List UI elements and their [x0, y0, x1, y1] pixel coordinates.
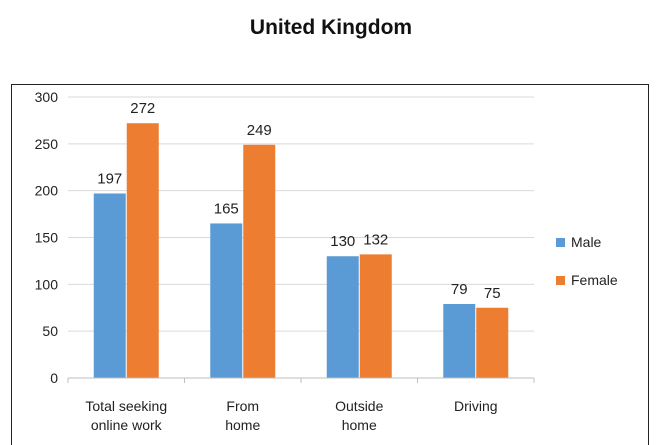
x-category-label: online work [91, 417, 163, 433]
y-tick-label: 250 [35, 136, 59, 152]
legend-swatch-female [556, 276, 565, 285]
data-label: 75 [484, 285, 501, 302]
bar-male [210, 223, 243, 378]
x-axis: Total seeking online work From home Outside h… [67, 377, 535, 433]
y-tick-label: 300 [35, 89, 59, 105]
data-label: 197 [97, 170, 122, 187]
chart-frame [11, 84, 649, 445]
x-category-label: Driving [454, 398, 498, 414]
y-tick-label: 150 [35, 230, 59, 246]
data-label: 130 [330, 233, 355, 250]
chart-title: United Kingdom [249, 16, 413, 39]
bar-female [243, 144, 276, 378]
x-category-label: home [342, 417, 377, 433]
x-category-label: Outside [335, 398, 383, 414]
data-label: 272 [130, 100, 155, 117]
x-category-label: From [226, 398, 259, 414]
data-label: 165 [214, 200, 239, 217]
data-label: 79 [451, 281, 468, 298]
y-axis: 0 50 100 150 200 250 300 [35, 89, 59, 386]
data-label: 132 [363, 231, 388, 248]
bar-male [326, 256, 359, 378]
bar-male [443, 304, 476, 378]
x-category-label: Total seeking [85, 398, 167, 414]
y-tick-label: 50 [42, 323, 58, 339]
bar-female [476, 307, 509, 378]
legend: Male Female [556, 234, 618, 288]
data-labels: 197 272 165 249 130 132 79 75 [97, 100, 500, 302]
x-category-label: home [225, 417, 260, 433]
legend-label-male: Male [571, 234, 602, 250]
bar-male [93, 193, 126, 378]
bar-female [126, 123, 159, 378]
legend-label-female: Female [571, 272, 618, 288]
bar-female [359, 254, 392, 378]
data-label: 249 [247, 122, 272, 139]
y-tick-label: 0 [50, 370, 58, 386]
y-tick-label: 200 [35, 183, 59, 199]
bars [93, 123, 509, 378]
y-tick-label: 100 [35, 276, 59, 292]
legend-swatch-male [556, 238, 565, 247]
